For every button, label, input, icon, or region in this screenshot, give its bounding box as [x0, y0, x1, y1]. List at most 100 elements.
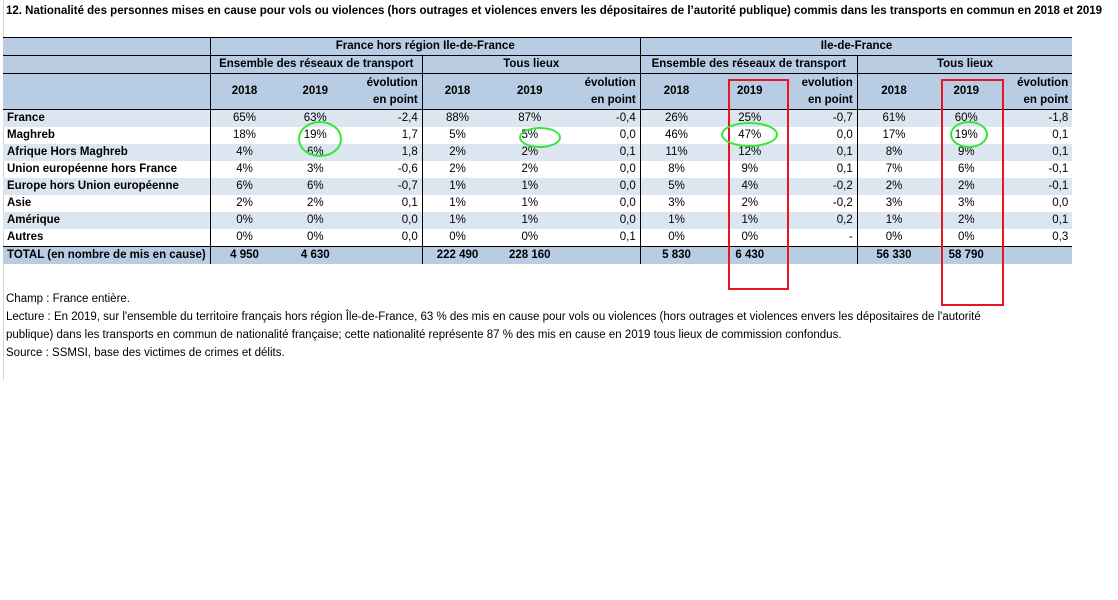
table-cell: 4%	[209, 161, 279, 178]
table-cell: 0,1	[787, 144, 858, 161]
table-row: Afrique Hors Maghreb 4% 6% 1,8 2% 2% 0,1 11% 12%…	[3, 144, 1073, 161]
table-cell: 6%	[278, 178, 353, 195]
table-cell: -0,1	[1002, 178, 1073, 195]
table-cell: 6%	[209, 178, 279, 195]
total-cell	[787, 246, 858, 264]
table-cell: -0,2	[832, 197, 853, 209]
column-header: 2018	[639, 73, 713, 110]
table-cell: 3%	[639, 195, 713, 212]
table-cell: 2%	[492, 144, 568, 161]
total-cell: 56 330	[856, 246, 931, 264]
table-cell: 0,1	[836, 163, 853, 175]
table-cell: 0,0	[401, 231, 418, 243]
table-cell: 0,0	[352, 212, 423, 229]
column-header: évolution en point	[1002, 73, 1073, 110]
table-cell: 3%	[306, 163, 324, 175]
table-cell: -1,8	[1002, 109, 1073, 127]
scope-header: Tous lieux	[856, 55, 1073, 74]
table-cell: 65%	[209, 109, 279, 127]
table-cell: 7%	[856, 161, 931, 178]
table-row: Autres 0% 0% 0,0 0% 0% 0,1 0% 0% -0% 0% 0,3	[3, 229, 1072, 247]
column-header: 2018	[209, 73, 279, 110]
table-cell: -0,2	[787, 178, 858, 195]
table-cell: 2%	[930, 178, 1003, 195]
table-row: Amérique 0% 0% 0,0 1% 1% 0,0 1% 1% 0,2 1% 2% 0,1	[3, 212, 1073, 229]
total-cell	[352, 246, 423, 264]
table-cell: 0,1	[401, 197, 418, 209]
table-cell: 12%	[712, 144, 788, 161]
table-row: Europe hors Union européenne 6% 6% -0,7 1% 1%…	[3, 178, 1073, 195]
total-cell: 228 160	[492, 246, 568, 264]
table-cell: 1%	[492, 178, 568, 195]
row-label: Autres	[7, 231, 44, 243]
table-cell: 0,2	[787, 212, 858, 229]
table-cell: 0,0	[567, 212, 641, 229]
table-cell: 1%	[421, 212, 493, 229]
table-cell: 88%	[421, 109, 493, 127]
scope-header: Ensemble des réseaux de transport	[639, 55, 858, 74]
note-lecture-cont: publique) dans les transports en commun …	[6, 329, 842, 341]
table-cell: 18%	[209, 127, 279, 144]
total-cell: 5 830	[639, 246, 713, 264]
table-cell: 2%	[521, 163, 539, 175]
region-header: Ile-de-France	[639, 37, 1073, 56]
table-cell: 9%	[741, 163, 759, 175]
table-cell: 5%	[639, 178, 713, 195]
table-cell: -0,6	[397, 163, 418, 175]
table-cell: 0,0	[619, 129, 636, 141]
table-cell: 17%	[856, 127, 931, 144]
table-cell: -	[848, 231, 853, 243]
row-label: Amérique	[3, 212, 211, 229]
table-cell: 1%	[421, 178, 493, 195]
table-cell: 0,0	[567, 178, 641, 195]
table-cell: 1%	[421, 195, 493, 212]
table-cell: 5%	[421, 127, 493, 144]
table-cell: 0%	[209, 229, 279, 247]
table-cell: 0,1	[619, 231, 636, 243]
table-cell: 0,0	[619, 163, 636, 175]
column-header: 2018	[421, 73, 493, 110]
table-cell: 2%	[856, 178, 931, 195]
table-cell: -0,7	[787, 109, 858, 127]
table-cell: 1,8	[352, 144, 423, 161]
table-row: Union européenne hors France 4% 3% -0,6 2% 2%…	[3, 161, 1072, 178]
table-cell: 1%	[712, 212, 788, 229]
table-title: 12. Nationalité des personnes mises en c…	[6, 5, 1103, 17]
table-cell: 0%	[306, 231, 324, 243]
table-cell: 0,3	[1052, 231, 1069, 243]
header-blank	[3, 55, 211, 74]
column-header: 2018	[856, 73, 931, 110]
column-header: 2019	[492, 73, 568, 110]
table-cell: 1%	[856, 212, 931, 229]
total-cell: 4 950	[209, 246, 279, 264]
table-cell: 61%	[856, 109, 931, 127]
row-label: France	[3, 109, 211, 127]
total-cell: 58 790	[930, 246, 1003, 264]
total-row: TOTAL (en nombre de mis en cause) 4 950 4 …	[3, 246, 1073, 264]
table-cell: 25%	[712, 109, 788, 127]
data-table: France hors région Ile-de-France Ile-de-…	[3, 37, 1073, 264]
total-cell: 6 430	[712, 246, 788, 264]
table-cell: 0,0	[1052, 197, 1069, 209]
total-cell: 222 490	[421, 246, 493, 264]
table-row: France 65% 63% -2,4 88% 87% -0,4 26% 25% -0,7 61% 6…	[3, 109, 1073, 127]
table-cell: 0,0	[619, 197, 636, 209]
table-cell: 2%	[421, 161, 493, 178]
table-cell: 6%	[957, 163, 975, 175]
region-header: France hors région Ile-de-France	[209, 37, 641, 56]
table-cell: 9%	[930, 144, 1003, 161]
row-label: Afrique Hors Maghreb	[3, 144, 211, 161]
table-cell: 0%	[957, 231, 975, 243]
table-cell: -0,4	[567, 109, 641, 127]
highlight-circle	[298, 121, 342, 157]
table-cell: 8%	[856, 144, 931, 161]
column-header: 2019	[278, 73, 353, 110]
table-cell: 0%	[209, 212, 279, 229]
note-source: Source : SSMSI, base des victimes de cri…	[6, 347, 285, 359]
table-cell: 1,7	[401, 129, 418, 141]
table-cell: 0%	[741, 231, 759, 243]
table-cell: 0%	[421, 229, 493, 247]
highlight-circle	[950, 121, 988, 148]
column-header: évolution en point	[352, 73, 423, 110]
table-cell: 46%	[639, 127, 713, 144]
